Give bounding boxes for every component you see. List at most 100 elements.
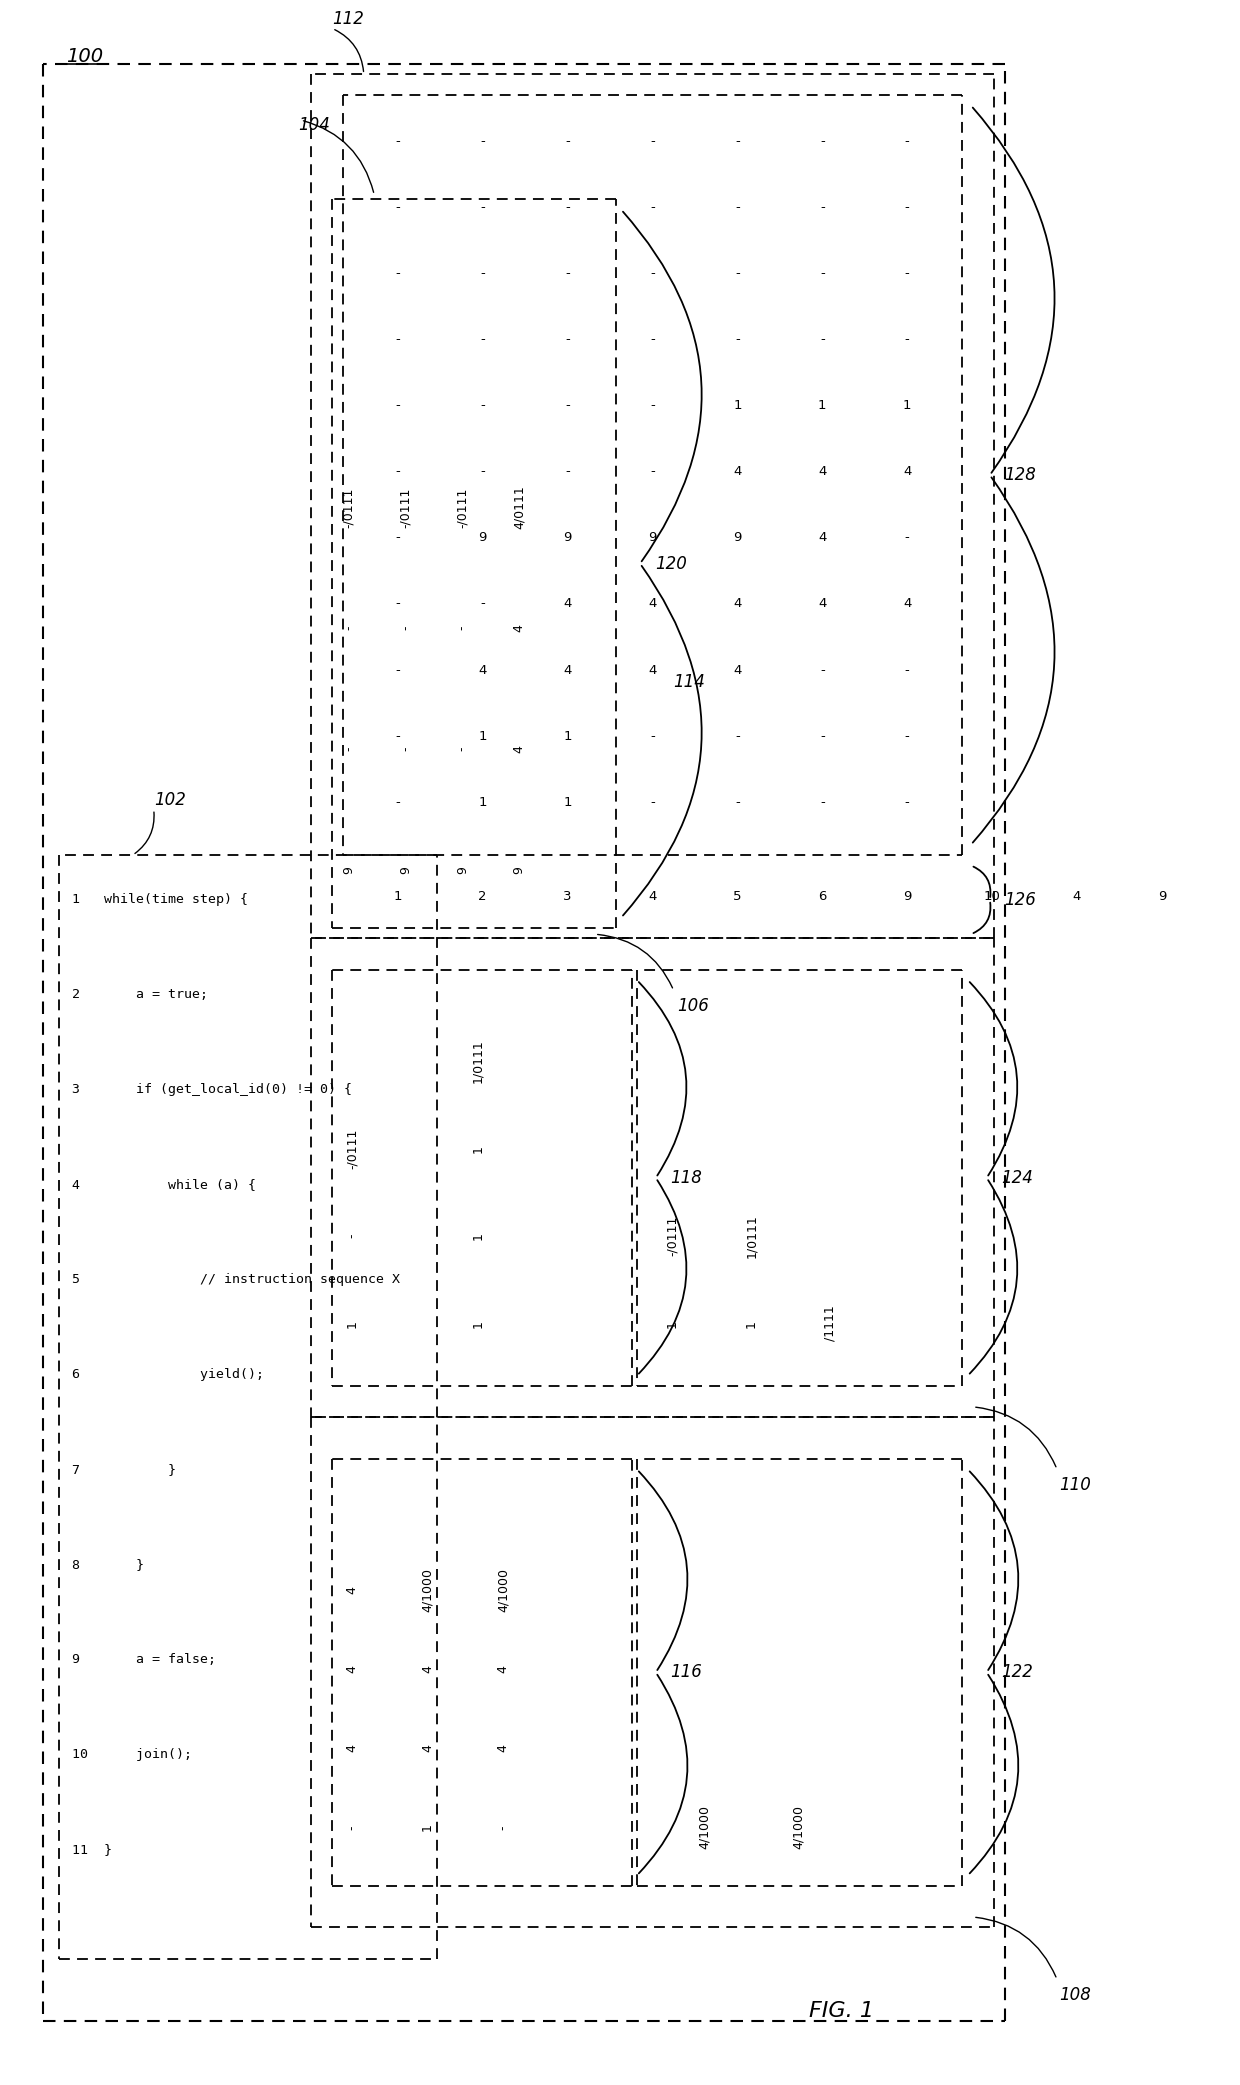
Text: 1: 1 bbox=[393, 890, 402, 903]
Text: -: - bbox=[399, 746, 412, 751]
Text: 4: 4 bbox=[512, 623, 526, 632]
Text: 6: 6 bbox=[818, 890, 827, 903]
Text: -: - bbox=[905, 532, 910, 544]
Text: 4: 4 bbox=[346, 1587, 358, 1595]
Text: -: - bbox=[735, 200, 740, 215]
Text: 1: 1 bbox=[745, 1320, 758, 1328]
Text: -: - bbox=[456, 746, 469, 751]
Text: -/0111: -/0111 bbox=[346, 1128, 358, 1170]
Text: 4: 4 bbox=[733, 465, 742, 477]
Text: -: - bbox=[650, 267, 655, 279]
Text: -: - bbox=[735, 136, 740, 148]
Text: 4: 4 bbox=[563, 598, 572, 611]
Text: /1111: /1111 bbox=[823, 1305, 837, 1341]
Text: -: - bbox=[735, 267, 740, 279]
Text: 110: 110 bbox=[1059, 1476, 1091, 1493]
Text: -: - bbox=[650, 334, 655, 346]
Text: -: - bbox=[342, 746, 356, 751]
Text: -: - bbox=[905, 267, 910, 279]
Text: 112: 112 bbox=[332, 10, 365, 29]
Text: -: - bbox=[820, 730, 825, 742]
Text: -: - bbox=[905, 200, 910, 215]
Text: 10: 10 bbox=[1239, 890, 1240, 903]
Text: 9: 9 bbox=[733, 532, 742, 544]
Text: -: - bbox=[396, 796, 401, 809]
Text: 3       if (get_local_id(0) != 0) {: 3 if (get_local_id(0) != 0) { bbox=[72, 1082, 352, 1095]
Text: 9: 9 bbox=[399, 865, 412, 874]
Text: 9: 9 bbox=[1158, 890, 1166, 903]
Text: 1/0111: 1/0111 bbox=[471, 1038, 485, 1082]
Text: 9: 9 bbox=[903, 890, 911, 903]
Text: 1: 1 bbox=[479, 730, 487, 742]
Text: -/0111: -/0111 bbox=[342, 488, 356, 528]
Text: -: - bbox=[735, 730, 740, 742]
Text: -: - bbox=[480, 334, 485, 346]
Text: -: - bbox=[820, 136, 825, 148]
Text: -: - bbox=[396, 730, 401, 742]
Text: 4: 4 bbox=[733, 663, 742, 676]
Text: -: - bbox=[480, 267, 485, 279]
Text: 4: 4 bbox=[497, 1745, 510, 1751]
Text: 1: 1 bbox=[666, 1320, 678, 1328]
Text: 4: 4 bbox=[818, 532, 827, 544]
Text: 122: 122 bbox=[1002, 1664, 1033, 1681]
Text: 116: 116 bbox=[671, 1664, 702, 1681]
Text: -: - bbox=[480, 398, 485, 413]
Text: 1/0111: 1/0111 bbox=[745, 1213, 758, 1257]
Text: 1: 1 bbox=[563, 796, 572, 809]
Text: -: - bbox=[565, 334, 570, 346]
Text: -: - bbox=[650, 200, 655, 215]
Text: 1: 1 bbox=[346, 1320, 358, 1328]
Text: 4/1000: 4/1000 bbox=[697, 1806, 711, 1849]
Text: 10: 10 bbox=[983, 890, 1001, 903]
Text: 114: 114 bbox=[673, 673, 706, 690]
Text: -: - bbox=[905, 663, 910, 676]
Text: 7           }: 7 } bbox=[72, 1464, 176, 1476]
Text: -: - bbox=[820, 334, 825, 346]
Text: -: - bbox=[735, 334, 740, 346]
Text: 120: 120 bbox=[655, 555, 687, 573]
Text: -: - bbox=[905, 796, 910, 809]
Text: 1: 1 bbox=[903, 398, 911, 413]
Text: 6               yield();: 6 yield(); bbox=[72, 1368, 264, 1380]
Text: -: - bbox=[650, 136, 655, 148]
Text: 4: 4 bbox=[512, 744, 526, 753]
Text: 9: 9 bbox=[649, 532, 657, 544]
Text: -: - bbox=[396, 465, 401, 477]
Text: -: - bbox=[820, 663, 825, 676]
Text: -: - bbox=[342, 626, 356, 630]
Text: -: - bbox=[650, 796, 655, 809]
Text: 9: 9 bbox=[342, 865, 356, 874]
Text: -: - bbox=[396, 334, 401, 346]
Text: 8       }: 8 } bbox=[72, 1557, 144, 1570]
Text: 4: 4 bbox=[497, 1666, 510, 1672]
Text: 9: 9 bbox=[512, 865, 526, 874]
Text: -: - bbox=[396, 663, 401, 676]
Text: -/0111: -/0111 bbox=[666, 1216, 678, 1257]
Text: -: - bbox=[346, 1234, 358, 1238]
Text: 11  }: 11 } bbox=[72, 1843, 112, 1856]
Text: -: - bbox=[480, 598, 485, 611]
Text: -: - bbox=[396, 532, 401, 544]
Text: -: - bbox=[480, 465, 485, 477]
Text: 128: 128 bbox=[1004, 467, 1037, 484]
Text: 5               // instruction sequence X: 5 // instruction sequence X bbox=[72, 1272, 399, 1286]
Text: -: - bbox=[565, 465, 570, 477]
Text: -/0111: -/0111 bbox=[456, 488, 469, 528]
Text: 1: 1 bbox=[471, 1232, 485, 1241]
Text: -: - bbox=[820, 267, 825, 279]
Text: 9: 9 bbox=[456, 865, 469, 874]
Text: -: - bbox=[396, 267, 401, 279]
Text: 10      join();: 10 join(); bbox=[72, 1747, 192, 1762]
Text: 9: 9 bbox=[479, 532, 487, 544]
Text: -: - bbox=[565, 398, 570, 413]
Text: -: - bbox=[396, 200, 401, 215]
Text: 4           while (a) {: 4 while (a) { bbox=[72, 1178, 255, 1191]
Text: 2       a = true;: 2 a = true; bbox=[72, 988, 208, 1001]
Text: -: - bbox=[905, 730, 910, 742]
Text: 4/1000: 4/1000 bbox=[792, 1806, 805, 1849]
Text: -: - bbox=[480, 136, 485, 148]
Text: 4: 4 bbox=[733, 598, 742, 611]
Text: -: - bbox=[565, 136, 570, 148]
Text: -: - bbox=[396, 598, 401, 611]
